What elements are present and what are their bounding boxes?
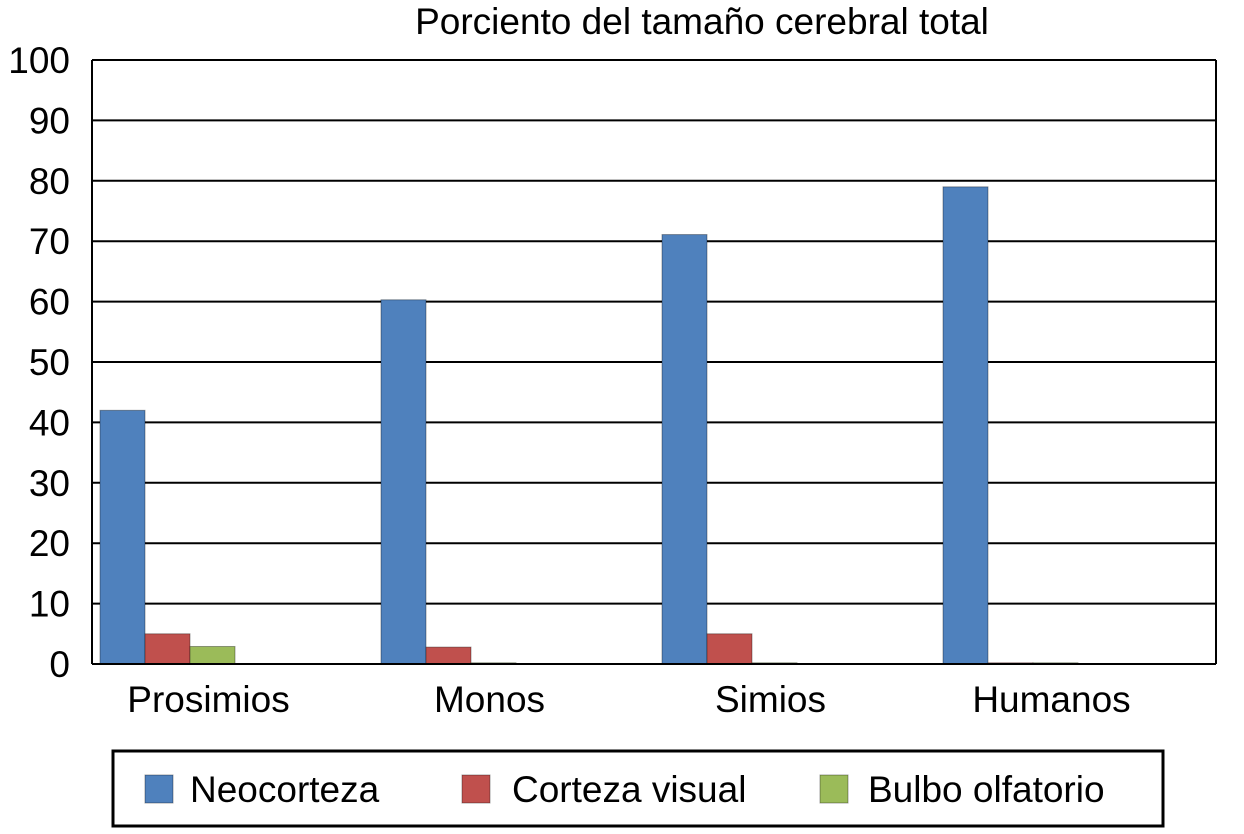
bars-layer — [99, 186, 1079, 665]
bar — [661, 234, 708, 665]
bar — [189, 645, 236, 665]
x-category-labels: Prosimios Monos Simios Humanos — [127, 679, 1130, 720]
y-tick-label: 60 — [29, 282, 70, 323]
y-tick-label: 30 — [29, 463, 70, 504]
legend-label: Corteza visual — [512, 769, 746, 810]
legend-swatch — [144, 774, 174, 804]
legend-label: Bulbo olfatorio — [868, 769, 1105, 810]
axis-layer — [91, 60, 1217, 665]
y-tick-label: 100 — [8, 40, 70, 81]
y-tick-label: 90 — [29, 100, 70, 141]
y-tick-labels: 0 10 20 30 40 50 60 70 80 90 100 — [8, 40, 70, 685]
legend-box — [111, 749, 1165, 828]
chart-title: Porciento del tamaño cerebral total — [415, 1, 989, 42]
grid-layer — [92, 59, 1216, 665]
y-tick-label: 10 — [29, 584, 70, 625]
y-tick-label: 70 — [29, 221, 70, 262]
legend: Neocorteza Corteza visual Bulbo olfatorio — [111, 749, 1165, 828]
bar — [380, 299, 427, 665]
legend-swatch — [461, 774, 491, 804]
x-category-label: Humanos — [972, 679, 1130, 720]
bar — [706, 633, 753, 665]
y-tick-label: 20 — [29, 523, 70, 564]
bar — [942, 186, 989, 665]
legend-swatch — [819, 774, 849, 804]
bar — [99, 409, 146, 665]
bar — [144, 633, 191, 665]
legend-label: Neocorteza — [190, 769, 380, 810]
x-category-label: Simios — [715, 679, 826, 720]
bar — [425, 646, 472, 665]
y-tick-label: 0 — [49, 644, 70, 685]
y-tick-label: 40 — [29, 402, 70, 443]
y-tick-label: 50 — [29, 342, 70, 383]
y-tick-label: 80 — [29, 161, 70, 202]
x-category-label: Monos — [434, 679, 545, 720]
x-category-label: Prosimios — [127, 679, 289, 720]
